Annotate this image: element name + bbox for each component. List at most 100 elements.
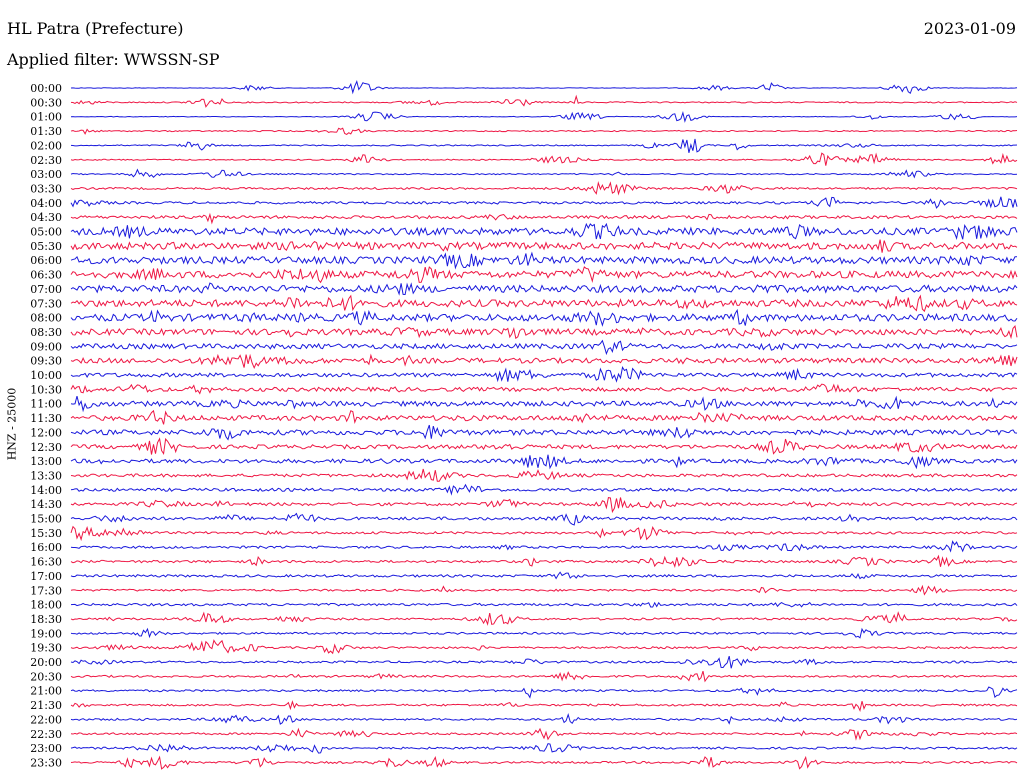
trace-1230	[70, 437, 1018, 455]
time-label-1330: 13:30	[30, 469, 62, 482]
time-label-1130: 11:30	[30, 412, 62, 425]
trace-1330	[70, 468, 1018, 482]
time-label-1630: 16:30	[30, 556, 62, 569]
trace-0030	[70, 94, 1018, 108]
time-label-2230: 22:30	[30, 728, 62, 741]
time-label-0430: 04:30	[30, 211, 62, 224]
time-label-0400: 04:00	[30, 197, 62, 210]
time-label-0930: 09:30	[30, 355, 62, 368]
time-label-1000: 10:00	[30, 369, 62, 382]
trace-0330	[70, 181, 1018, 196]
trace-0100	[70, 110, 1018, 123]
trace-1900	[70, 627, 1018, 639]
trace-0700	[70, 282, 1018, 296]
trace-2330	[70, 755, 1018, 770]
trace-0630	[70, 266, 1018, 284]
trace-0400	[70, 196, 1018, 209]
time-label-2130: 21:30	[30, 699, 62, 712]
time-label-0130: 01:30	[30, 125, 62, 138]
trace-2200	[70, 713, 1018, 725]
time-label-2100: 21:00	[30, 685, 62, 698]
time-label-0100: 01:00	[30, 111, 62, 124]
time-label-1600: 16:00	[30, 541, 62, 554]
date-label: 2023-01-09	[923, 19, 1016, 38]
time-label-1200: 12:00	[30, 426, 62, 439]
time-label-1830: 18:30	[30, 613, 62, 626]
time-label-1030: 10:30	[30, 383, 62, 396]
time-label-1730: 17:30	[30, 584, 62, 597]
time-label-1100: 11:00	[30, 398, 62, 411]
trace-1130	[70, 409, 1018, 425]
time-label-0230: 02:30	[30, 154, 62, 167]
time-label-0700: 07:00	[30, 283, 62, 296]
trace-1000	[70, 366, 1018, 383]
trace-1530	[70, 525, 1018, 542]
time-label-1430: 14:30	[30, 498, 62, 511]
trace-1700	[70, 571, 1018, 580]
trace-1800	[70, 601, 1018, 608]
time-label-0730: 07:30	[30, 297, 62, 310]
trace-0130	[70, 127, 1018, 135]
time-label-2330: 23:30	[30, 756, 62, 769]
trace-0900	[70, 339, 1018, 356]
time-label-1900: 19:00	[30, 627, 62, 640]
trace-2030	[70, 671, 1018, 683]
time-label-1800: 18:00	[30, 599, 62, 612]
trace-0830	[70, 325, 1018, 340]
trace-2130	[70, 700, 1018, 712]
trace-2000	[70, 655, 1018, 669]
time-label-1400: 14:00	[30, 484, 62, 497]
time-label-0830: 08:30	[30, 326, 62, 339]
trace-0000	[70, 79, 1018, 95]
trace-1400	[70, 483, 1018, 496]
trace-0930	[70, 353, 1018, 370]
time-label-2030: 20:30	[30, 670, 62, 683]
time-label-1930: 19:30	[30, 642, 62, 655]
trace-1430	[70, 497, 1018, 514]
time-label-1700: 17:00	[30, 570, 62, 583]
trace-0600	[70, 251, 1018, 270]
time-label-0000: 00:00	[30, 82, 62, 95]
trace-1500	[70, 512, 1018, 526]
time-label-0030: 00:30	[30, 96, 62, 109]
time-label-1300: 13:00	[30, 455, 62, 468]
trace-0730	[70, 294, 1018, 313]
trace-1930	[70, 639, 1018, 655]
trace-0200	[70, 138, 1018, 153]
time-label-2200: 22:00	[30, 713, 62, 726]
time-label-0630: 06:30	[30, 269, 62, 282]
trace-2100	[70, 686, 1018, 699]
trace-0230	[70, 152, 1018, 166]
time-label-0800: 08:00	[30, 312, 62, 325]
time-label-2300: 23:00	[30, 742, 62, 755]
time-label-0500: 05:00	[30, 226, 62, 239]
time-label-0330: 03:30	[30, 182, 62, 195]
time-label-0200: 02:00	[30, 139, 62, 152]
trace-2230	[70, 727, 1018, 741]
filter-label: Applied filter: WWSSN-SP	[7, 50, 220, 69]
trace-1300	[70, 454, 1018, 470]
station-title: HL Patra (Prefecture)	[7, 19, 184, 38]
trace-1030	[70, 383, 1018, 395]
time-label-1230: 12:30	[30, 441, 62, 454]
trace-1600	[70, 540, 1018, 553]
time-label-0530: 05:30	[30, 240, 62, 253]
time-label-1500: 15:00	[30, 513, 62, 526]
time-label-1530: 15:30	[30, 527, 62, 540]
trace-0300	[70, 168, 1018, 179]
trace-0800	[70, 308, 1018, 327]
trace-1630	[70, 554, 1018, 568]
trace-0530	[70, 239, 1018, 253]
trace-1100	[70, 395, 1018, 413]
trace-1200	[70, 424, 1018, 441]
time-label-0600: 06:00	[30, 254, 62, 267]
trace-0430	[70, 212, 1018, 225]
time-label-0300: 03:00	[30, 168, 62, 181]
trace-1730	[70, 584, 1018, 596]
time-label-0900: 09:00	[30, 340, 62, 353]
trace-2300	[70, 743, 1018, 754]
trace-0500	[70, 222, 1018, 240]
time-label-2000: 20:00	[30, 656, 62, 669]
trace-1830	[70, 611, 1018, 626]
